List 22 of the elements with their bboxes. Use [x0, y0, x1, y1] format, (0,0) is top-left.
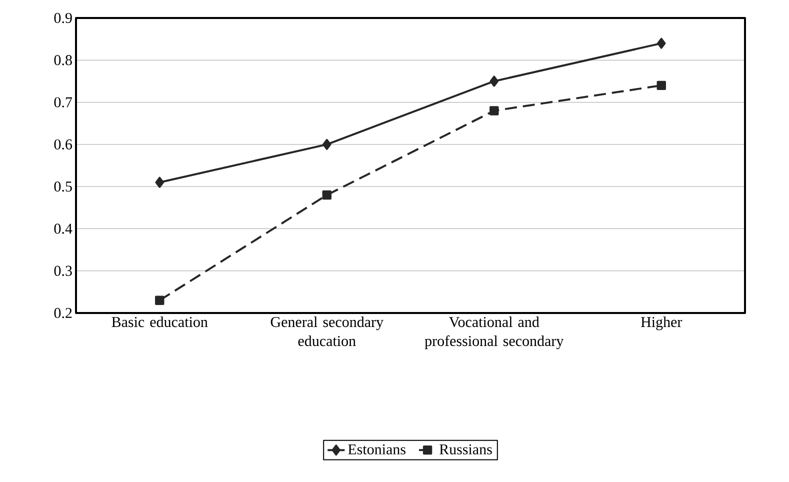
- y-tick-label: 0.8: [54, 55, 72, 66]
- y-tick-label: 0.7: [54, 97, 72, 108]
- y-tick-label: 0.3: [54, 266, 72, 276]
- x-tick-label: Basic education: [112, 316, 208, 328]
- legend-label: Russians: [440, 444, 492, 454]
- point: [322, 138, 332, 150]
- point: [656, 80, 666, 90]
- y-tick-label: 0.9: [54, 12, 72, 24]
- point: [490, 106, 499, 116]
- x-tick-label: Vocational and professional secondary: [424, 316, 564, 350]
- y-tick-label: 0.4: [54, 224, 72, 234]
- x-tick-label: General secondary education: [270, 316, 384, 346]
- point: [155, 296, 164, 305]
- point: [490, 76, 499, 87]
- legend-label: Estonians: [348, 444, 406, 454]
- y-tick-label: 0.5: [54, 181, 72, 192]
- y-tick-label: 0.2: [54, 308, 72, 318]
- y-tick-label: 0.6: [54, 139, 72, 150]
- point: [155, 176, 164, 188]
- point: [322, 190, 332, 200]
- point: [657, 38, 666, 49]
- x-tick-label: Higher: [640, 316, 682, 330]
